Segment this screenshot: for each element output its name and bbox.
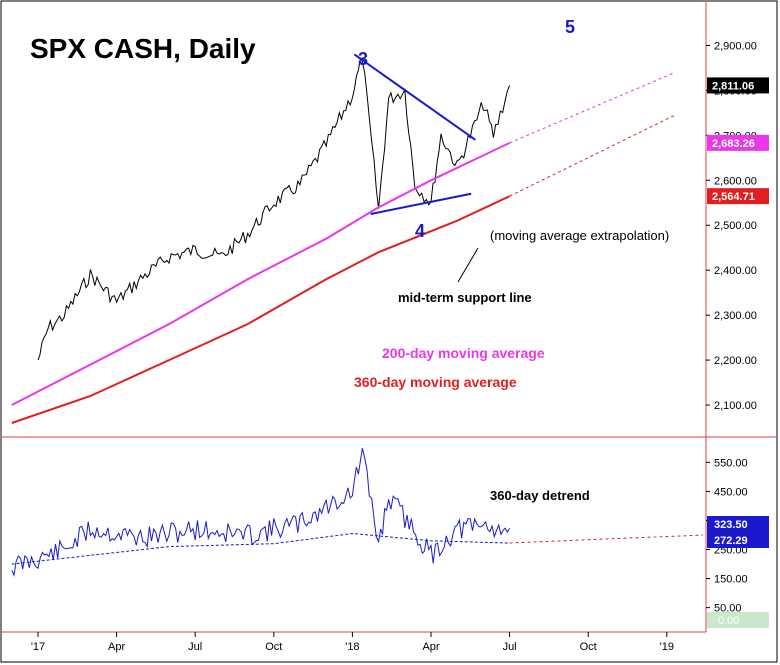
y-tick-label: 450.00 bbox=[714, 486, 748, 498]
zero-label-box bbox=[707, 612, 769, 628]
ma360-line bbox=[11, 195, 511, 424]
detrend-line bbox=[11, 448, 511, 577]
detrend-tag-label: 272.29 bbox=[714, 535, 748, 547]
detrend-average-line bbox=[11, 532, 510, 565]
chart-title: SPX CASH, Daily bbox=[30, 33, 256, 64]
x-tick-label: Oct bbox=[580, 641, 597, 653]
detrend-title: 360-day detrend bbox=[490, 488, 590, 503]
y-tick-label: 2,300.00 bbox=[714, 310, 757, 322]
detrend-zero-label: 0.00 bbox=[718, 615, 739, 627]
detrend-tag-label: 323.50 bbox=[714, 519, 748, 531]
x-tick-label: Oct bbox=[265, 641, 282, 653]
price-tag-label: 2,564.71 bbox=[712, 191, 755, 203]
price-tag-box bbox=[707, 134, 769, 151]
price-tag-box bbox=[707, 77, 769, 94]
x-tick-label: Jul bbox=[188, 641, 202, 653]
ma200-line bbox=[11, 141, 511, 406]
y-tick-label: 2,900.00 bbox=[714, 40, 757, 52]
support-trendline bbox=[370, 192, 472, 215]
x-tick-label: Jul bbox=[503, 641, 517, 653]
x-tick-label: Apr bbox=[108, 641, 125, 653]
ma360-legend: 360-day moving average bbox=[354, 374, 517, 390]
x-tick-label: '19 bbox=[660, 641, 674, 653]
price-tag-label: 2,811.06 bbox=[712, 80, 754, 92]
y-tick-label: 2,200.00 bbox=[714, 355, 757, 367]
x-tick-label: '18 bbox=[345, 641, 359, 653]
annotation-pointer bbox=[457, 247, 479, 283]
detrend-tag-box bbox=[707, 532, 769, 548]
wave-4-label: 4 bbox=[415, 221, 425, 241]
extrapolation-annotation: (moving average extrapolation) bbox=[490, 228, 669, 243]
y-tick-label: 150.00 bbox=[714, 574, 748, 586]
y-tick-label: 2,400.00 bbox=[714, 265, 757, 277]
ma200-legend: 200-day moving average bbox=[382, 345, 545, 361]
x-axis: '17 Apr Jul Oct '18 Apr Jul Oct '19 bbox=[31, 632, 674, 653]
y-tick-label: 550.00 bbox=[714, 457, 748, 469]
price-tag-box bbox=[707, 188, 769, 205]
wave-3-label: 3 bbox=[358, 49, 368, 69]
y-tick-label: 2,500.00 bbox=[714, 220, 757, 232]
x-tick-label: '17 bbox=[31, 641, 45, 653]
detrend-tag-box bbox=[707, 516, 769, 532]
wave-5-label: 5 bbox=[565, 17, 575, 37]
ma360-line-extrapolation bbox=[509, 114, 676, 197]
y-tick-label: 2,600.00 bbox=[714, 175, 757, 187]
x-tick-label: Apr bbox=[422, 641, 439, 653]
y-tick-label: 2,100.00 bbox=[714, 400, 757, 412]
price-tag-label: 2,683.26 bbox=[712, 138, 755, 150]
y-tick-label: 50.00 bbox=[714, 603, 742, 615]
detrend-panel: 50.00150.00250.00350.00450.00550.00323.5… bbox=[11, 448, 769, 615]
main-price-panel: 2,100.00 2,200.00 2,300.00 2,400.00 2,500.00… bbox=[11, 40, 769, 424]
support-annotation: mid-term support line bbox=[398, 290, 532, 305]
detrend-average-extrapolation bbox=[509, 534, 704, 544]
resistance-trendline bbox=[353, 53, 476, 141]
